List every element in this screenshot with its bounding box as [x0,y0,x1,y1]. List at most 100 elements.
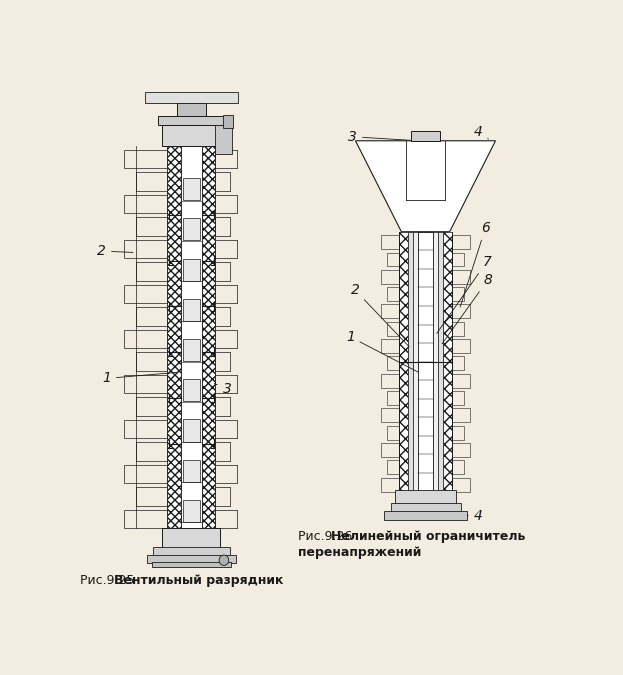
Text: Рис.9.25: Рис.9.25 [80,574,139,587]
Bar [183,460,200,482]
Bar [216,173,230,191]
Bar [216,420,237,438]
Bar [216,330,237,348]
Text: 2: 2 [97,244,133,258]
Bar [216,240,237,259]
Bar [223,115,234,128]
Bar [452,339,470,353]
Text: 8: 8 [442,273,492,344]
Bar [136,307,167,326]
Bar [124,285,167,303]
Bar [381,304,399,319]
Bar [396,490,455,505]
Bar [183,218,200,240]
Bar [136,487,167,506]
Text: 6: 6 [460,221,490,307]
Bar [381,339,399,353]
Bar [387,356,399,371]
Text: 3: 3 [214,382,232,396]
Text: 3: 3 [348,130,416,144]
Bar [381,270,399,284]
Bar [216,397,230,416]
Text: 4: 4 [462,509,483,523]
Text: 7: 7 [437,254,492,333]
Text: 4: 4 [474,125,488,139]
Bar [216,125,232,154]
Bar [216,487,230,506]
Text: 5: 5 [481,145,490,159]
Bar [216,285,237,303]
Bar [387,287,399,301]
Bar [384,511,467,520]
Bar [163,125,221,146]
Bar [452,287,464,301]
Bar [216,173,230,191]
Bar [381,443,399,457]
Text: Нелинейный ограничитель: Нелинейный ограничитель [331,531,526,543]
Bar [414,232,418,491]
Bar [216,195,237,213]
Bar [399,232,407,491]
Bar [151,562,231,567]
Bar [153,547,230,557]
Bar [452,408,470,423]
Bar [452,460,464,475]
Bar [216,352,230,371]
Text: Рис.9.26: Рис.9.26 [298,531,356,543]
Bar [183,419,200,441]
Bar [216,263,230,281]
Text: Вентильный разрядник: Вентильный разрядник [114,574,283,587]
Bar [452,322,464,335]
Bar [381,478,399,491]
Bar [216,442,230,460]
Bar [183,299,200,321]
Text: 2: 2 [351,283,409,347]
Bar [216,510,237,528]
Bar [177,103,206,116]
Text: 1: 1 [346,330,421,373]
Bar [124,420,167,438]
Bar [216,420,237,438]
Bar [452,304,470,319]
Bar [136,442,167,460]
Bar [183,259,200,281]
Bar [136,397,167,416]
Bar [145,92,238,103]
Bar [216,307,230,326]
Bar [452,391,464,405]
Circle shape [219,555,229,566]
Bar [216,487,230,506]
Bar [407,232,414,491]
Text: перенапряжений: перенапряжений [298,545,421,558]
Bar [124,510,167,528]
Bar [452,426,464,439]
Bar [167,146,181,528]
Bar [183,379,200,402]
Bar [216,195,237,213]
Bar [216,263,230,281]
Bar [216,464,237,483]
Bar [381,374,399,387]
Bar [124,240,167,259]
Bar [452,252,464,267]
Bar [387,322,399,335]
Bar [124,195,167,213]
Bar [381,235,399,249]
Bar [411,132,440,141]
Bar [216,150,237,169]
Bar [387,252,399,267]
Bar [216,330,237,348]
Bar [452,478,470,491]
Bar [452,356,464,371]
Bar [452,374,470,387]
Text: 1: 1 [102,371,178,385]
Bar [124,375,167,393]
Bar [216,240,237,259]
Bar [387,460,399,475]
Bar [452,270,470,284]
Bar [146,555,236,564]
Bar [183,339,200,361]
Bar [216,397,230,416]
Bar [387,391,399,405]
Bar [418,232,433,491]
